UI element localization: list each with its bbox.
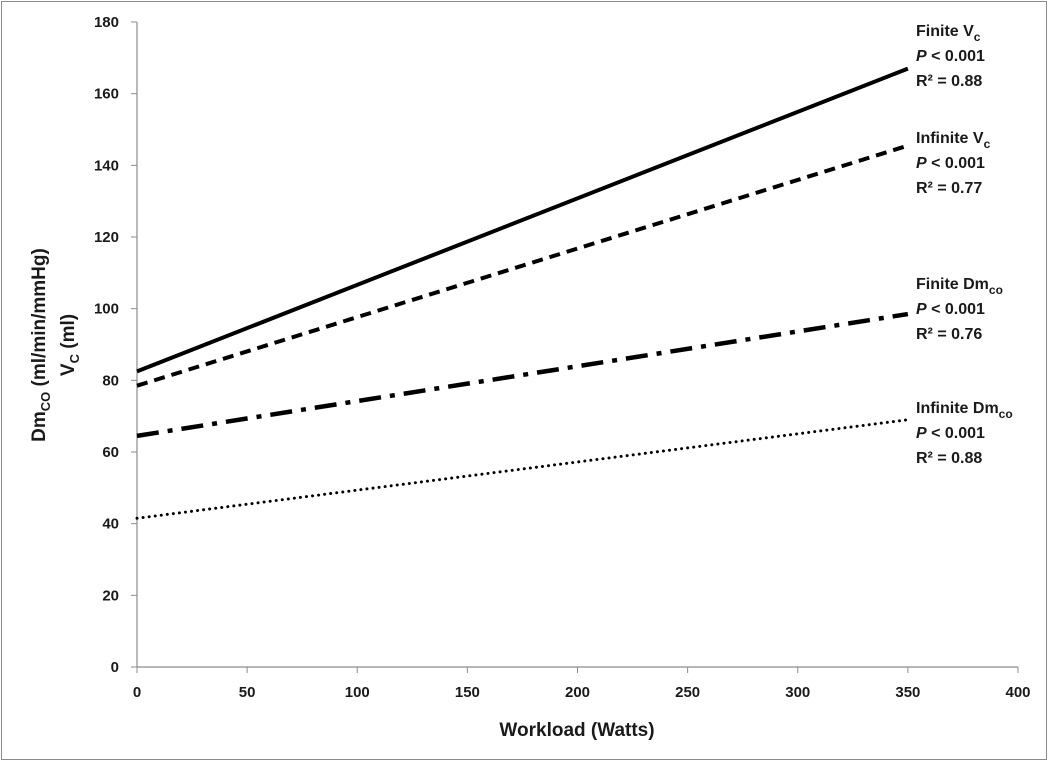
x-tick-label: 300 (785, 684, 810, 701)
y-tick-label: 80 (102, 372, 119, 389)
p-value-label: P < 0.001 (916, 425, 985, 442)
y-tick-label: 60 (102, 444, 119, 461)
p-value-label: P < 0.001 (916, 155, 985, 172)
x-tick-label: 0 (133, 684, 141, 701)
y-tick-label: 20 (102, 587, 119, 604)
series-line-1 (136, 66, 909, 374)
series-label: Finite Dmco (916, 276, 1003, 297)
r-squared-label: R² = 0.76 (916, 326, 982, 343)
series-label: Infinite Dmco (916, 400, 1013, 421)
x-tick-label: 200 (565, 684, 590, 701)
x-tick-label: 400 (1005, 684, 1030, 701)
series-label: Infinite Vc (916, 130, 991, 151)
series-label: Finite Vc (916, 23, 981, 44)
r-squared-label: R² = 0.88 (916, 450, 982, 467)
p-value-label: P < 0.001 (916, 48, 985, 65)
y-tick-label: 160 (94, 86, 119, 103)
y-tick-label: 140 (94, 157, 119, 174)
r-squared-label: R² = 0.88 (916, 73, 982, 90)
ticks: 0 20 40 60 80 100 120 140 160 180 0 50 100 150 200 250 3… (94, 14, 1031, 701)
y-axis-title-line1: DmCO (ml/min/mmHg) (29, 248, 53, 442)
y-axis-title-line2: VC (ml) (58, 314, 82, 376)
series-line-3 (136, 311, 909, 439)
x-tick-label: 100 (345, 684, 370, 701)
y-tick-label: 100 (94, 301, 119, 318)
p-value-label: P < 0.001 (916, 301, 985, 318)
r-squared-label: R² = 0.77 (916, 180, 982, 197)
series-lines (135, 66, 910, 520)
x-tick-label: 150 (455, 684, 480, 701)
axes (136, 22, 1018, 668)
annotations: Finite Vc P < 0.001 R² = 0.88 Infinite Vc P … (916, 23, 1013, 467)
x-tick-label: 350 (895, 684, 920, 701)
y-tick-label: 120 (94, 229, 119, 246)
y-tick-label: 40 (102, 516, 119, 533)
x-axis-title: Workload (Watts) (499, 720, 654, 741)
x-tick-label: 250 (675, 684, 700, 701)
y-tick-label: 0 (111, 659, 119, 676)
x-tick-label: 50 (239, 684, 256, 701)
series-line-2 (136, 143, 909, 388)
y-tick-label: 180 (94, 14, 119, 31)
series-line-4 (135, 418, 910, 520)
